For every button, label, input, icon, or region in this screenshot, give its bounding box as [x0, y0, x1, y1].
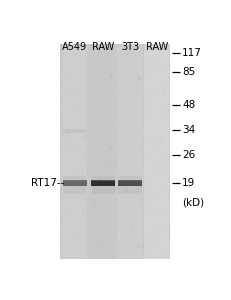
- Text: (kD): (kD): [182, 197, 204, 207]
- Text: 117: 117: [182, 48, 202, 58]
- Text: 34: 34: [182, 124, 195, 135]
- Bar: [63, 180, 87, 181]
- Text: A549: A549: [62, 42, 87, 52]
- Bar: [63, 176, 86, 194]
- Bar: [118, 180, 142, 181]
- Bar: [91, 176, 115, 194]
- Bar: [60, 44, 170, 259]
- Bar: [91, 44, 116, 259]
- Text: 85: 85: [182, 67, 195, 77]
- Bar: [91, 180, 115, 181]
- Text: RAW: RAW: [92, 42, 114, 52]
- Bar: [118, 44, 143, 259]
- Bar: [144, 44, 169, 259]
- Bar: [62, 44, 87, 259]
- Bar: [63, 180, 87, 186]
- Bar: [63, 129, 86, 133]
- Bar: [91, 180, 115, 186]
- Bar: [118, 180, 142, 186]
- Bar: [118, 176, 142, 194]
- Text: 26: 26: [182, 150, 195, 160]
- Text: 19: 19: [182, 178, 195, 188]
- Text: RAW: RAW: [146, 42, 168, 52]
- Text: 48: 48: [182, 100, 195, 110]
- Text: RT17--: RT17--: [31, 178, 64, 188]
- Text: 3T3: 3T3: [121, 42, 139, 52]
